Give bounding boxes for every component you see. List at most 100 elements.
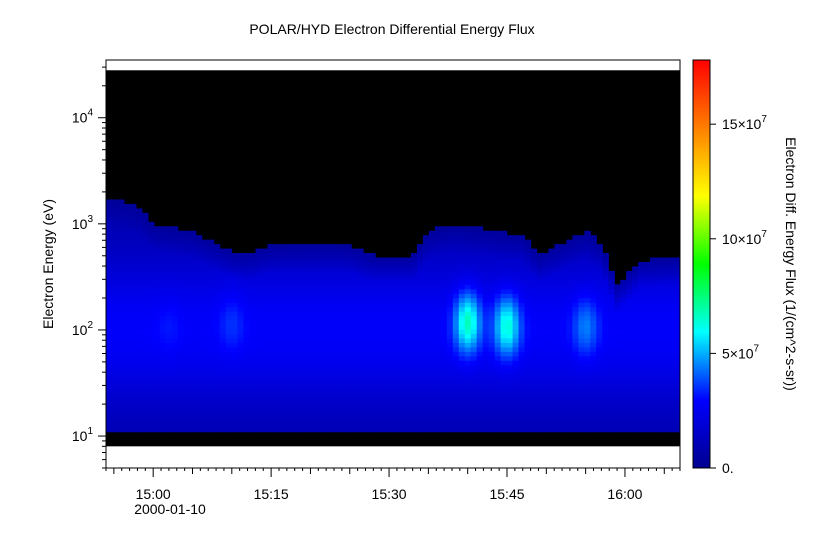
- heatmap-cell: [123, 226, 131, 232]
- heatmap-cell: [111, 248, 119, 254]
- heatmap-cell: [446, 284, 454, 290]
- heatmap-cell: [135, 324, 143, 330]
- heatmap-cell: [440, 315, 448, 321]
- heatmap-cell: [129, 320, 137, 326]
- heatmap-cell: [542, 288, 550, 294]
- heatmap-cell: [494, 355, 502, 361]
- heatmap-cell: [195, 279, 203, 285]
- heatmap-cell: [393, 387, 400, 393]
- heatmap-cell: [177, 306, 185, 312]
- heatmap-cell: [560, 346, 567, 352]
- heatmap-cell: [512, 270, 520, 276]
- heatmap-cell: [512, 387, 520, 393]
- heatmap-cell: [111, 333, 119, 339]
- heatmap-cell: [177, 360, 185, 366]
- heatmap-cell: [398, 333, 406, 339]
- heatmap-cell: [309, 360, 316, 366]
- heatmap-cell: [106, 302, 113, 308]
- heatmap-cell: [422, 387, 430, 393]
- heatmap-cell: [488, 261, 496, 268]
- heatmap-cell: [500, 328, 508, 335]
- heatmap-cell: [189, 270, 197, 276]
- heatmap-cell: [464, 324, 472, 330]
- heatmap-cell: [512, 324, 520, 330]
- heatmap-cell: [159, 239, 167, 245]
- heatmap-cell: [171, 324, 179, 330]
- heatmap-cell: [608, 320, 615, 326]
- heatmap-cell: [590, 413, 597, 419]
- heatmap-cell: [375, 342, 382, 348]
- heatmap-cell: [375, 346, 382, 352]
- heatmap-cell: [231, 418, 239, 424]
- heatmap-cell: [554, 279, 562, 285]
- heatmap-cell: [524, 400, 532, 406]
- heatmap-cell: [375, 418, 382, 424]
- heatmap-cell: [285, 311, 292, 317]
- heatmap-cell: [434, 297, 442, 303]
- heatmap-cell: [177, 275, 185, 281]
- heatmap-cell: [584, 418, 591, 424]
- heatmap-cell: [261, 279, 269, 285]
- heatmap-cell: [201, 404, 209, 410]
- heatmap-cell: [177, 404, 185, 410]
- heatmap-cell: [548, 248, 556, 254]
- heatmap-cell: [482, 266, 490, 272]
- heatmap-cell: [656, 297, 663, 303]
- heatmap-cell: [578, 270, 585, 276]
- y-tick-label: 103: [72, 214, 94, 232]
- heatmap-cell: [189, 324, 197, 330]
- heatmap-cell: [129, 302, 137, 308]
- heatmap-cell: [650, 355, 657, 361]
- heatmap-cell: [237, 404, 245, 410]
- heatmap-cell: [129, 346, 137, 352]
- heatmap-cell: [141, 248, 149, 254]
- heatmap-cell: [458, 342, 466, 348]
- heatmap-cell: [416, 373, 424, 379]
- heatmap-cell: [351, 270, 358, 276]
- heatmap-cell: [357, 400, 364, 406]
- heatmap-cell: [548, 400, 556, 406]
- heatmap-cell: [554, 253, 562, 259]
- heatmap-cell: [458, 248, 466, 254]
- heatmap-cell: [147, 378, 155, 384]
- heatmap-cell: [225, 382, 233, 388]
- heatmap-cell: [213, 373, 221, 379]
- heatmap-cell: [500, 288, 508, 294]
- heatmap-cell: [476, 244, 484, 250]
- heatmap-cell: [219, 248, 227, 254]
- heatmap-cell: [243, 369, 251, 375]
- heatmap-cell: [464, 320, 472, 326]
- heatmap-cell: [458, 297, 466, 303]
- heatmap-cell: [309, 409, 316, 415]
- heatmap-cell: [243, 413, 251, 419]
- heatmap-cell: [398, 288, 406, 294]
- heatmap-cell: [159, 342, 167, 348]
- heatmap-cell: [410, 306, 418, 312]
- heatmap-cell: [219, 413, 227, 419]
- heatmap-cell: [231, 266, 239, 272]
- heatmap-cell: [249, 351, 257, 357]
- heatmap-cell: [315, 328, 322, 335]
- heatmap-cell: [231, 355, 239, 361]
- heatmap-cell: [428, 395, 436, 402]
- heatmap-cell: [578, 369, 585, 375]
- heatmap-cell: [183, 404, 191, 410]
- heatmap-cell: [470, 391, 478, 397]
- heatmap-cell: [303, 315, 310, 321]
- heatmap-cell: [339, 302, 346, 308]
- heatmap-cell: [285, 261, 292, 268]
- heatmap-cell: [195, 409, 203, 415]
- heatmap-cell: [153, 226, 161, 232]
- heatmap-cell: [602, 279, 609, 285]
- heatmap-cell: [446, 244, 454, 250]
- heatmap-cell: [620, 337, 627, 343]
- heatmap-cell: [572, 297, 579, 303]
- heatmap-cell: [393, 360, 400, 366]
- heatmap-cell: [261, 346, 269, 352]
- heatmap-cell: [159, 378, 167, 384]
- heatmap-cell: [147, 293, 155, 299]
- heatmap-cell: [153, 369, 161, 375]
- heatmap-cell: [243, 391, 251, 397]
- heatmap-cell: [267, 293, 275, 299]
- heatmap-cell: [554, 418, 562, 424]
